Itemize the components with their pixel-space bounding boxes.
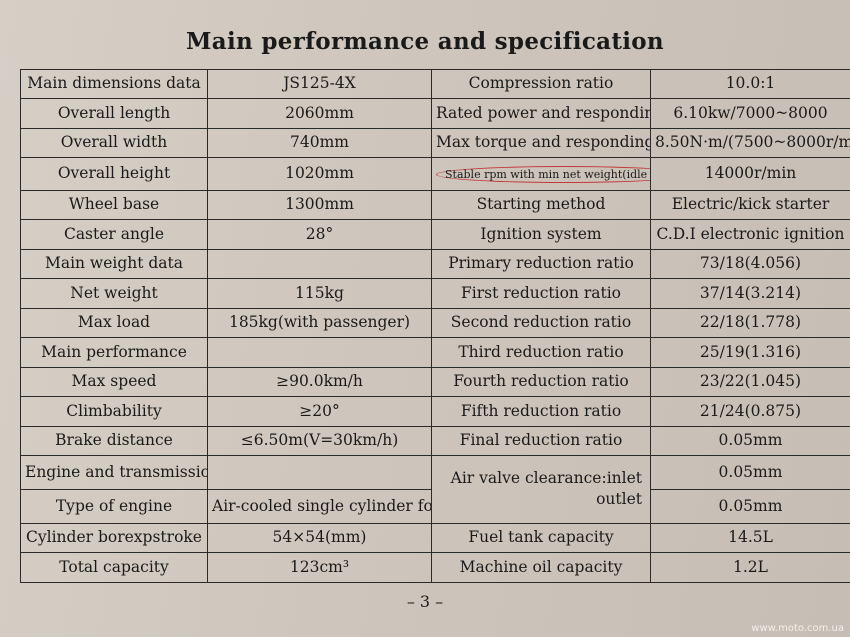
result-cell: 14.5L [650,522,850,554]
page-title: Main performance and specification [186,28,664,55]
table-row: Net weight 115kg First reduction ratio 3… [20,278,850,309]
spec-cell: Machine oil capacity [431,552,651,583]
value-cell [207,337,432,368]
label-cell: Overall width [20,127,208,159]
value-cell: ≤6.50m(V=30km/h) [207,425,432,456]
result-cell: Electric/kick starter [650,189,850,221]
table-row: Climbability ≥20° Fifth reduction ratio … [20,396,850,427]
table-row: Main dimensions data JS125-4X Compressio… [20,68,850,100]
result-cell: 0.05mm [650,454,850,490]
table-row: Overall height 1020mm Stable rpm with mi… [20,157,850,191]
spec-cell: Primary reduction ratio [431,248,651,280]
value-cell [207,454,432,490]
spec-cell: Compression ratio [431,68,651,100]
valve-outlet-label: outlet [596,490,642,509]
spec-cell: Fuel tank capacity [431,522,651,554]
value-cell: 115kg [207,278,432,309]
value-cell: 1020mm [207,157,432,191]
result-cell: 0.05mm [650,425,850,456]
table-row: Max speed ≥90.0km/h Fourth reduction rat… [20,366,850,398]
table-row: Main performance Third reduction ratio 2… [20,337,850,368]
table-row: Cylinder borexpstroke 54×54(mm) Fuel tan… [20,522,850,554]
result-cell: 73/18(4.056) [650,248,850,280]
table-row: Overall width 740mm Max torque and respo… [20,127,850,159]
label-cell: Wheel base [20,189,208,221]
label-cell: Net weight [20,278,208,309]
label-cell: Main dimensions data [20,68,208,100]
value-cell: 54×54(mm) [207,522,432,554]
spec-cell: Starting method [431,189,651,221]
result-cell: 23/22(1.045) [650,366,850,398]
spec-cell: Rated power and responding rpm [431,98,651,129]
value-cell: 2060mm [207,98,432,129]
table-row: Engine and transmission Air valve cleara… [20,454,850,524]
label-cell: Main weight data [20,248,208,280]
spec-cell: Fifth reduction ratio [431,396,651,427]
value-cell: JS125-4X [207,68,432,100]
label-cell: Main performance [20,337,208,368]
label-cell: Overall length [20,98,208,129]
highlight-oval: Stable rpm with min net weight(idle spee… [436,165,650,183]
result-cell: 25/19(1.316) [650,337,850,368]
result-cell: 10.0:1 [650,68,850,100]
label-cell: Type of engine [20,488,208,524]
valve-cell: Air valve clearance:inlet outlet [431,454,651,524]
table-row: Brake distance ≤6.50m(V=30km/h) Final re… [20,425,850,456]
result-cell: 6.10kw/7000~8000 [650,98,850,129]
table-row: Caster angle 28° Ignition system C.D.I e… [20,219,850,250]
spec-cell: Stable rpm with min net weight(idle spee… [431,157,651,191]
table-row: Max load 185kg(with passenger) Second re… [20,307,850,339]
result-cell: 21/24(0.875) [650,396,850,427]
label-cell: Total capacity [20,552,208,583]
result-cell: C.D.I electronic ignition [650,219,850,250]
value-cell: 1300mm [207,189,432,221]
value-cell: ≥20° [207,396,432,427]
label-cell: Overall height [20,157,208,191]
spec-cell: Third reduction ratio [431,337,651,368]
result-cell: 0.05mm [650,488,850,524]
result-cell: 8.50N·m/(7500~8000r/min) [650,127,850,159]
valve-inlet-label: Air valve clearance:inlet [450,468,642,487]
spec-cell: Second reduction ratio [431,307,651,339]
spec-table: Main dimensions data JS125-4X Compressio… [20,68,850,583]
watermark: www.moto.com.ua [751,623,844,634]
label-cell: Max speed [20,366,208,398]
value-cell: 28° [207,219,432,250]
spec-cell: First reduction ratio [431,278,651,309]
label-cell: Climbability [20,396,208,427]
table-row: Total capacity 123cm³ Machine oil capaci… [20,552,850,583]
page-number: – 3 – [406,592,444,611]
value-cell: 123cm³ [207,552,432,583]
table-row: Overall length 2060mm Rated power and re… [20,98,850,129]
spec-cell: Final reduction ratio [431,425,651,456]
label-cell: Max load [20,307,208,339]
table-row: Wheel base 1300mm Starting method Electr… [20,189,850,221]
result-cell: 37/14(3.214) [650,278,850,309]
value-cell: ≥90.0km/h [207,366,432,398]
value-cell: Air-cooled single cylinder four-stroke [207,488,432,524]
value-cell: 740mm [207,127,432,159]
spec-cell: Ignition system [431,219,651,250]
result-cell: 14000r/min [650,157,850,191]
value-cell: 185kg(with passenger) [207,307,432,339]
result-cell: 1.2L [650,552,850,583]
result-cell: 22/18(1.778) [650,307,850,339]
label-cell: Engine and transmission [20,454,208,490]
label-cell: Cylinder borexpstroke [20,522,208,554]
spec-cell: Max torque and responding rpm [431,127,651,159]
table-row: Main weight data Primary reduction ratio… [20,248,850,280]
value-cell [207,248,432,280]
label-cell: Brake distance [20,425,208,456]
spec-cell: Fourth reduction ratio [431,366,651,398]
label-cell: Caster angle [20,219,208,250]
